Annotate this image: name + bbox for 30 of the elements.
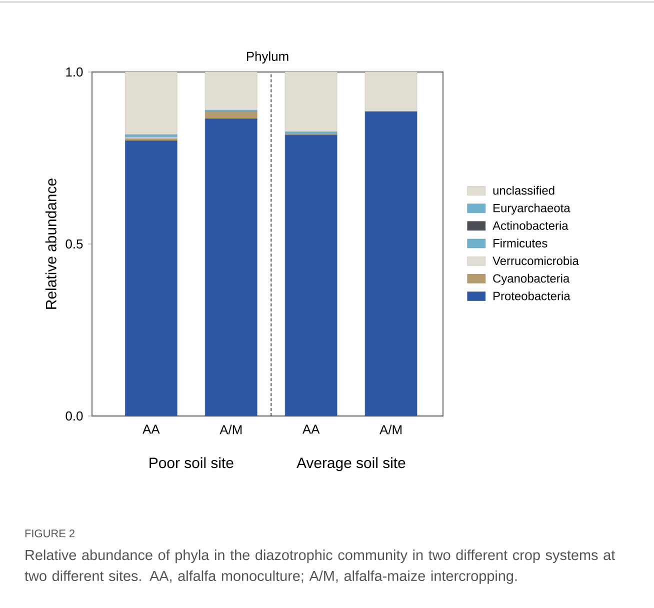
bar	[125, 140, 178, 416]
caption: FIGURE 2	[25, 530, 74, 538]
x-tick-label: AA	[302, 424, 320, 434]
legend-label: Euryarchaeota	[494, 204, 570, 215]
bar	[284, 132, 338, 134]
bar	[364, 111, 418, 416]
y-tick-label: 1.0	[66, 67, 83, 77]
text: Average soil site	[296, 457, 406, 472]
bar	[204, 118, 258, 416]
legend-label: Proteobacteria	[494, 291, 570, 300]
bar	[204, 72, 258, 110]
y-tick-label: 0.0	[66, 411, 83, 421]
bar	[204, 111, 258, 119]
legend-label: unclassified	[493, 186, 554, 195]
bar	[284, 72, 338, 132]
x-tick-label: AA	[142, 424, 160, 434]
bar	[125, 72, 178, 135]
text: Poor soil site	[150, 457, 234, 468]
bar	[284, 135, 338, 416]
x-tick-label: A/M	[220, 424, 242, 434]
legend-label: Firmicutes	[494, 238, 548, 248]
text: Relative abundance of phyla in the diazotrophic community in two different crop systems at two different sites. AA, alfalfa monoculture; A/M, alfalfa-maize intercropping.	[24, 550, 616, 584]
chart-title: Phylum	[246, 51, 288, 64]
bar	[364, 72, 418, 112]
y-tick-label: 0.5	[66, 239, 83, 249]
legend-label: Cyanobacteria	[493, 274, 570, 286]
x-tick-label: A/M	[380, 424, 402, 434]
y-axis-title: Relative abundance	[45, 178, 56, 309]
legend-label: Verrucomicrobia	[492, 256, 579, 266]
legend-label: Actinobacteria	[492, 221, 568, 230]
